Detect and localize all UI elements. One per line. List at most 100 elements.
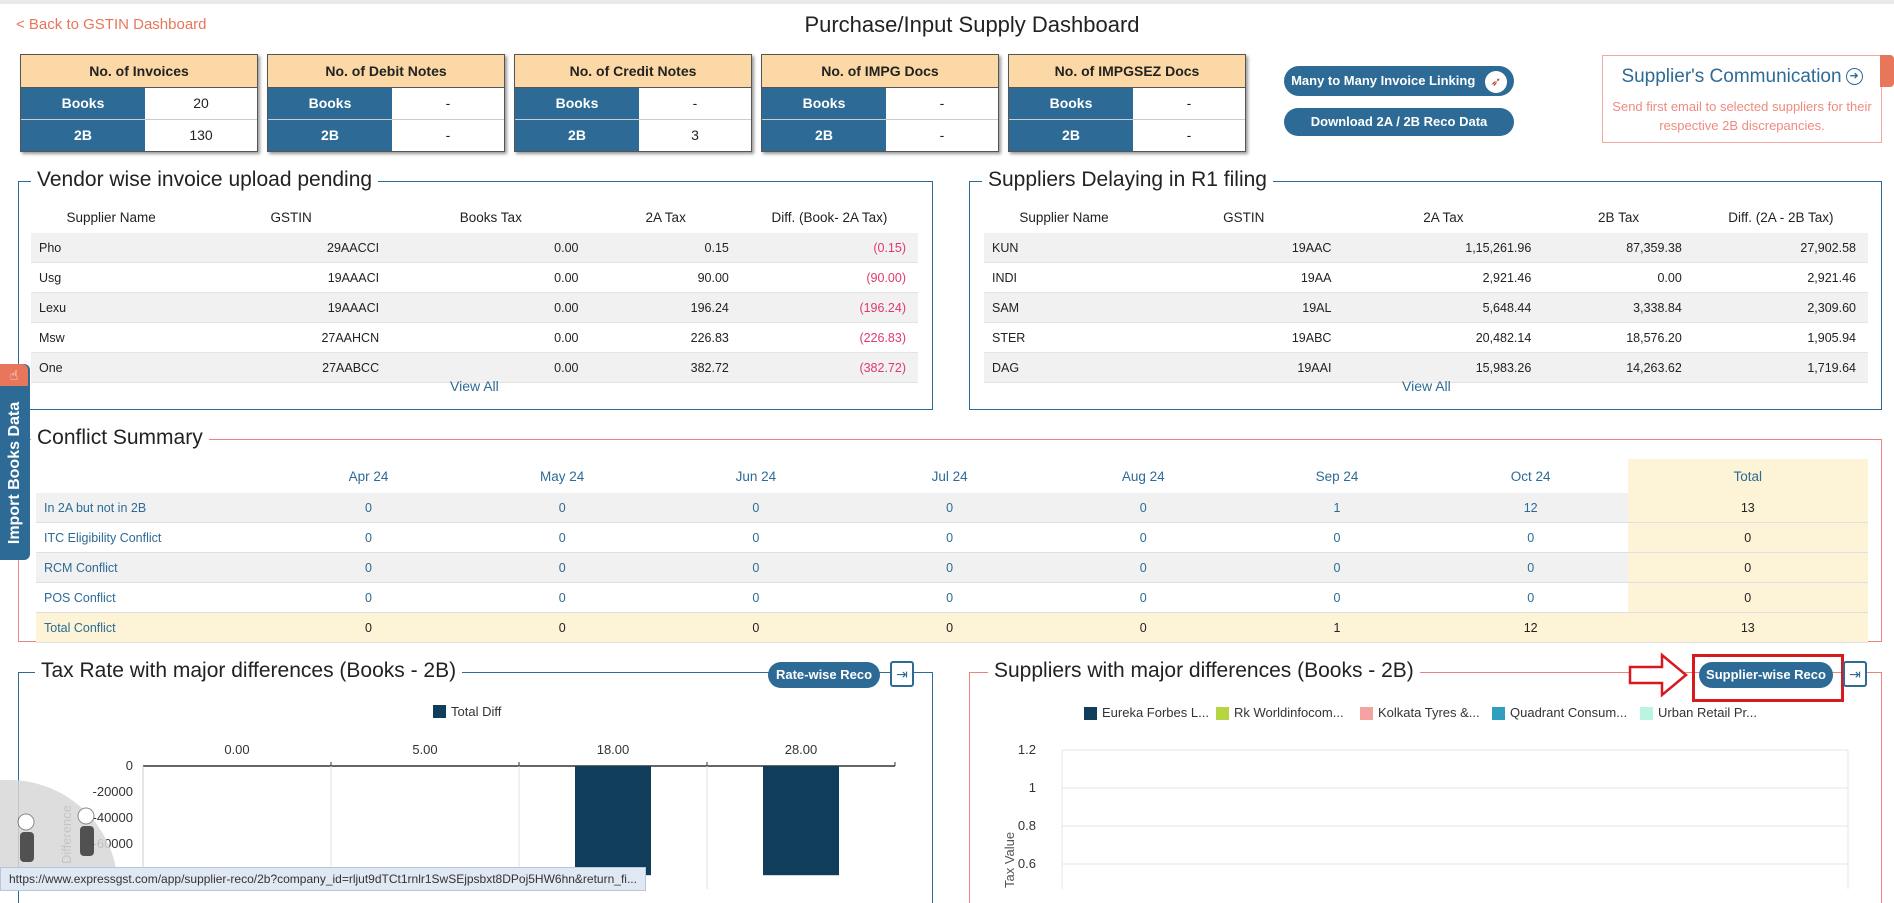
conflict-count[interactable]: 0 (659, 493, 853, 523)
legend-item[interactable]: Quadrant Consum... (1492, 705, 1627, 721)
tax-rate-panel: Tax Rate with major differences (Books -… (18, 659, 933, 903)
stat-card: No. of IMPGSEZ Docs Books - 2B - (1008, 54, 1246, 152)
conflict-count[interactable]: 0 (1240, 522, 1434, 553)
supplier-wise-reco-button[interactable]: Supplier-wise Reco (1699, 662, 1833, 688)
table-cell: 196.24 (590, 292, 741, 323)
table-cell: 19AAI (1144, 352, 1344, 383)
legend-item[interactable]: Kolkata Tyres &... (1360, 705, 1480, 721)
column-header: GSTIN (1223, 209, 1265, 225)
page-title: Purchase/Input Supply Dashboard (804, 12, 1140, 37)
conflict-count[interactable]: 0 (659, 552, 853, 583)
conflict-count[interactable]: 0 (1046, 522, 1241, 553)
import-books-label: Import Books Data (6, 401, 23, 545)
table-row[interactable]: Lexu 19AAACI 0.00 196.24 (196.24) (31, 292, 918, 323)
stat-row: 2B 3 (515, 120, 751, 151)
conflict-count[interactable]: 0 (271, 552, 466, 583)
conflict-count[interactable]: 0 (852, 582, 1047, 613)
table-cell: 29AACCI (191, 233, 392, 263)
many-to-many-linking-button[interactable]: Many to Many Invoice Linking ➶ (1284, 66, 1514, 96)
conflict-count[interactable]: 0 (852, 522, 1047, 553)
supplier-communication-title: Supplier's Communication ➜ (1603, 66, 1881, 88)
stat-row: 2B 130 (21, 120, 257, 151)
vendor-view-all-link[interactable]: View All (450, 378, 499, 394)
stat-row: Books - (762, 88, 998, 120)
table-row[interactable]: Usg 19AAACI 0.00 90.00 (90.00) (31, 262, 918, 293)
table-row[interactable]: One 27AABCC 0.00 382.72 (382.72) (31, 352, 918, 383)
legend-label: Kolkata Tyres &... (1378, 705, 1480, 720)
conflict-count[interactable]: 1 (1240, 493, 1434, 523)
conflict-count[interactable]: 0 (271, 582, 466, 613)
delay-view-all-link[interactable]: View All (1402, 378, 1451, 394)
back-to-gstin-link[interactable]: < Back to GSTIN Dashboard (16, 16, 207, 33)
table-row[interactable]: STER 19ABC 20,482.14 18,576.20 1,905.94 (984, 322, 1868, 353)
conflict-count[interactable]: 0 (659, 522, 853, 553)
conflict-count[interactable]: 0 (465, 552, 660, 583)
conflict-row-label[interactable]: RCM Conflict (36, 552, 272, 583)
month-header: Sep 24 (1315, 468, 1359, 484)
conflict-row-label[interactable]: POS Conflict (36, 582, 272, 613)
stat-row-value[interactable]: - (445, 127, 451, 143)
import-books-tab[interactable]: ☝ Import Books Data (0, 364, 30, 560)
diff-bar (763, 766, 839, 876)
table-row[interactable]: Pho 29AACCI 0.00 0.15 (0.15) (31, 233, 918, 263)
table-row[interactable]: DAG 19AAI 15,983.26 14,263.62 1,719.64 (984, 352, 1868, 383)
stat-row-value[interactable]: 20 (193, 95, 209, 111)
conflict-count[interactable]: 0 (271, 493, 466, 523)
conflict-count[interactable]: 0 (1240, 552, 1434, 583)
stat-row-value[interactable]: - (939, 95, 945, 111)
table-row[interactable]: KUN 19AAC 1,15,261.96 87,359.38 27,902.58 (984, 233, 1868, 263)
export-icon[interactable]: ⇥ (890, 661, 914, 687)
conflict-count[interactable]: 0 (852, 493, 1047, 523)
stat-card-title: No. of Invoices (21, 55, 257, 88)
stat-row-value[interactable]: - (1186, 127, 1192, 143)
conflict-row-label[interactable]: In 2A but not in 2B (36, 493, 272, 523)
stat-row-value[interactable]: - (939, 127, 945, 143)
rate-wise-reco-button[interactable]: Rate-wise Reco (768, 662, 880, 688)
stat-row-value[interactable]: 3 (691, 127, 699, 143)
conflict-count[interactable]: 0 (1240, 582, 1434, 613)
download-reco-button[interactable]: Download 2A / 2B Reco Data (1284, 108, 1514, 136)
table-row[interactable]: Msw 27AAHCN 0.00 226.83 (226.83) (31, 322, 918, 353)
table-cell: 19AA (1144, 262, 1344, 293)
conflict-count[interactable]: 0 (465, 493, 660, 523)
corner-tab[interactable] (1880, 55, 1894, 87)
conflict-count[interactable]: 0 (1433, 582, 1628, 613)
stat-row-value[interactable]: 130 (189, 127, 213, 143)
conflict-count[interactable]: 0 (1046, 552, 1241, 583)
conflict-count[interactable]: 0 (1433, 522, 1628, 553)
supplier-communication-box[interactable]: Supplier's Communication ➜ Send first ema… (1602, 55, 1882, 143)
legend-swatch (1492, 707, 1505, 721)
legend-item[interactable]: Eureka Forbes L... (1084, 705, 1209, 721)
conflict-row-label[interactable]: Total Conflict (36, 612, 272, 643)
conflict-count[interactable]: 12 (1433, 493, 1628, 523)
stat-row-value[interactable]: - (445, 95, 451, 111)
conflict-count[interactable]: 0 (1046, 582, 1241, 613)
stat-row-value[interactable]: - (692, 95, 698, 111)
table-cell: 18,576.20 (1543, 322, 1694, 353)
stat-row: 2B - (1009, 120, 1245, 151)
conflict-count[interactable]: 0 (465, 582, 660, 613)
table-row[interactable]: INDI 19AA 2,921.46 0.00 2,921.46 (984, 262, 1868, 293)
export-icon[interactable]: ⇥ (1843, 661, 1867, 687)
conflict-count[interactable]: 0 (659, 582, 853, 613)
conflict-row-label[interactable]: ITC Eligibility Conflict (36, 522, 272, 553)
conflict-row: ITC Eligibility Conflict 0 0 0 0 0 0 0 0 (36, 522, 1868, 553)
legend-swatch (1216, 707, 1229, 721)
legend-item[interactable]: Rk Worldinfocom... (1216, 705, 1344, 721)
stat-row-label: 2B (268, 120, 392, 151)
table-cell: (0.15) (740, 233, 918, 263)
conflict-count[interactable]: 0 (465, 522, 660, 553)
stat-card: No. of Debit Notes Books - 2B - (267, 54, 505, 152)
table-row[interactable]: SAM 19AL 5,648.44 3,338.84 2,309.60 (984, 292, 1868, 323)
stat-row-value[interactable]: - (1186, 95, 1192, 111)
table-cell: 1,905.94 (1693, 322, 1868, 353)
legend-item[interactable]: Urban Retail Pr... (1640, 705, 1757, 721)
conflict-count[interactable]: 0 (852, 552, 1047, 583)
conflict-count[interactable]: 0 (271, 522, 466, 553)
y-tick-label: 0.6 (1018, 856, 1036, 871)
conflict-count: 0 (271, 612, 466, 643)
conflict-count[interactable]: 0 (1433, 552, 1628, 583)
total-header: Total (1627, 459, 1868, 493)
conflict-count[interactable]: 0 (1046, 493, 1241, 523)
